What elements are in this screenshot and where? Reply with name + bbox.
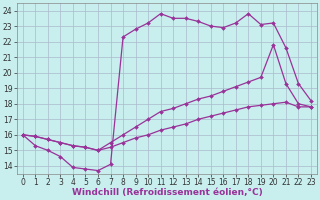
X-axis label: Windchill (Refroidissement éolien,°C): Windchill (Refroidissement éolien,°C): [72, 188, 262, 197]
